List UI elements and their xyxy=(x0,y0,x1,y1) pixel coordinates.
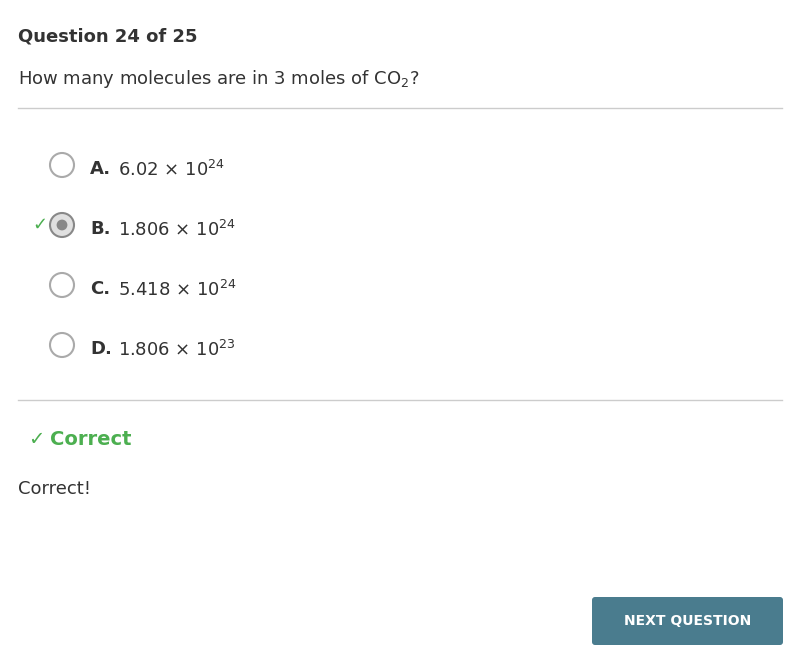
Text: A.: A. xyxy=(90,160,111,178)
Text: 6.02 × 10$^{24}$: 6.02 × 10$^{24}$ xyxy=(118,160,225,180)
Text: NEXT QUESTION: NEXT QUESTION xyxy=(624,614,751,628)
Text: ✓: ✓ xyxy=(28,430,44,449)
Text: D.: D. xyxy=(90,340,112,358)
Text: 1.806 × 10$^{24}$: 1.806 × 10$^{24}$ xyxy=(118,220,236,240)
Text: B.: B. xyxy=(90,220,110,238)
Text: Correct!: Correct! xyxy=(18,480,91,498)
Text: Correct: Correct xyxy=(50,430,131,449)
Text: C.: C. xyxy=(90,280,110,298)
FancyBboxPatch shape xyxy=(592,597,783,645)
Text: How many molecules are in 3 moles of CO$_2$?: How many molecules are in 3 moles of CO$… xyxy=(18,68,419,90)
Text: 5.418 × 10$^{24}$: 5.418 × 10$^{24}$ xyxy=(118,280,237,300)
Text: ✓: ✓ xyxy=(33,216,47,234)
Circle shape xyxy=(57,220,67,230)
Text: 1.806 × 10$^{23}$: 1.806 × 10$^{23}$ xyxy=(118,340,236,360)
Circle shape xyxy=(50,213,74,237)
Text: Question 24 of 25: Question 24 of 25 xyxy=(18,28,198,46)
